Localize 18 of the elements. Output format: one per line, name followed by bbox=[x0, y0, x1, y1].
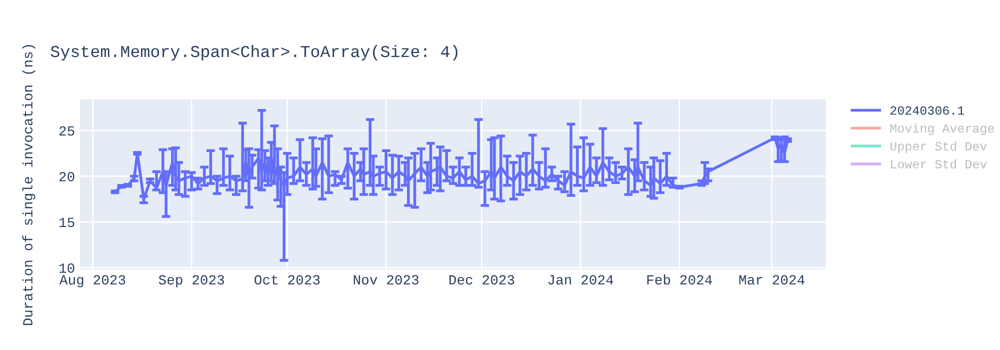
y-axis-title: Duration of single invocation (ns) bbox=[22, 45, 36, 326]
x-tick-label: Aug 2023 bbox=[59, 275, 126, 288]
x-tick-label: Oct 2023 bbox=[254, 275, 320, 285]
x-tick-label: Jan 2024 bbox=[548, 275, 614, 285]
legend-label: 20240306.1 bbox=[890, 106, 964, 115]
y-tick-label: 20 bbox=[59, 172, 74, 182]
x-tick-label: Sep 2023 bbox=[158, 275, 224, 288]
chart-title: System.Memory.Span<Char>.ToArray(Size: 4) bbox=[50, 44, 458, 61]
y-tick-label: 15 bbox=[59, 218, 74, 228]
x-tick-label: Mar 2024 bbox=[739, 275, 804, 285]
x-tick-label: Dec 2023 bbox=[449, 275, 514, 285]
x-tick-label: Feb 2024 bbox=[647, 274, 712, 285]
legend-label: Moving Average bbox=[890, 123, 994, 136]
legend-label: Lower Std Dev bbox=[891, 159, 987, 168]
x-tick-label: Nov 2023 bbox=[354, 275, 419, 285]
y-tick-label: 25 bbox=[59, 126, 74, 136]
y-tick-label: 10 bbox=[59, 263, 74, 273]
legend-label: Upper Std Dev bbox=[890, 141, 987, 154]
